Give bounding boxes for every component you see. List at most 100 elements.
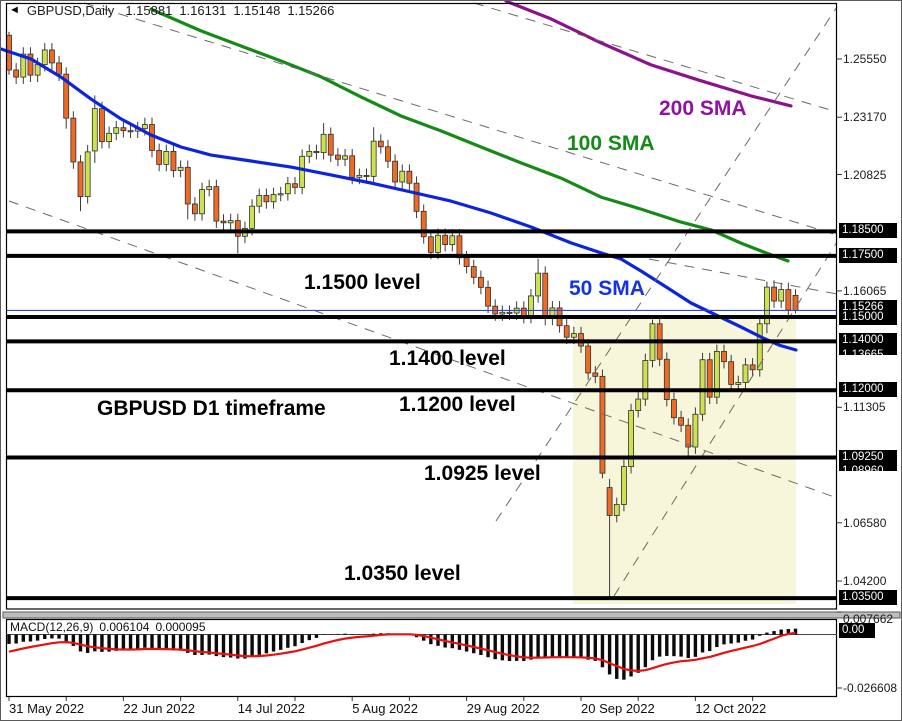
candle-body — [406, 170, 413, 184]
candle-body — [613, 504, 620, 516]
candle-body — [127, 130, 134, 133]
sma200-annotation: 200 SMA — [659, 97, 747, 120]
ohlc-high: 1.16131 — [179, 3, 227, 18]
candle-body — [249, 205, 256, 229]
sma50-annotation: 50 SMA — [569, 277, 645, 300]
candle-body — [470, 266, 477, 278]
candle-body — [263, 195, 270, 203]
price-level-box: 1.09250 — [839, 449, 897, 465]
main-price-chart-area[interactable] — [6, 3, 837, 609]
chart-title-bar: ◄ GBPUSD,Daily 1.15881 1.16131 1.15148 1… — [9, 3, 334, 18]
candle-body — [91, 108, 98, 152]
candle-body — [84, 151, 91, 198]
candle-body — [535, 272, 541, 297]
candle-body — [435, 234, 441, 253]
price-axis-label: 1.04200 — [843, 574, 887, 588]
candle-body — [184, 166, 191, 205]
candle-body — [227, 220, 234, 224]
level-1-0925-annotation: 1.0925 level — [424, 462, 541, 485]
time-axis-label: 29 Aug 2022 — [466, 701, 540, 716]
sma100-annotation: 100 SMA — [567, 132, 655, 155]
candle-body — [449, 235, 456, 245]
candle-body — [606, 487, 613, 516]
candle-body — [320, 133, 327, 154]
candle-body — [713, 351, 720, 398]
candle-body — [327, 133, 334, 156]
price-axis-label: 1.11305 — [843, 400, 886, 415]
candle-body — [234, 220, 241, 237]
macd-max-label: 0.007662 — [843, 612, 894, 626]
candle-body — [742, 364, 749, 383]
candle-body — [20, 53, 27, 78]
macd-label-row: MACD(12,26,9) 0.006104 0.000095 — [10, 620, 206, 634]
candle-body — [678, 417, 684, 426]
main-chart-frame — [5, 2, 838, 610]
candle-body — [77, 161, 84, 198]
level-1-1500-annotation: 1.1500 level — [304, 271, 421, 294]
trendline-dashed — [8, 200, 838, 499]
candle-body — [628, 410, 634, 467]
candle-body — [284, 183, 291, 195]
panel-separator-bar — [2, 611, 901, 619]
candles-layer — [6, 31, 799, 599]
trendline-dashed — [495, 6, 838, 522]
panel-splitter[interactable] — [6, 611, 837, 619]
candle-body — [685, 424, 692, 448]
candle-body — [635, 398, 642, 411]
candle-body — [70, 117, 77, 163]
candle-body — [392, 160, 399, 183]
candle-body — [663, 358, 670, 400]
price-axis-label: 1.25550 — [843, 52, 887, 66]
candle-body — [199, 189, 205, 215]
candle-body — [756, 323, 763, 371]
candle-body — [27, 53, 34, 76]
candle-body — [599, 375, 606, 474]
candle-body — [363, 174, 370, 177]
candle-body — [141, 124, 148, 130]
candle-body — [377, 140, 384, 148]
candle-body — [420, 210, 427, 238]
candle-body — [349, 155, 356, 178]
candle-body — [13, 69, 20, 78]
candle-body — [106, 132, 112, 143]
candle-body — [120, 127, 127, 132]
price-level-box-partial: 1.08960 — [839, 464, 897, 471]
ohlc-open: 1.15881 — [125, 3, 173, 18]
time-axis-label: 20 Sep 2022 — [581, 701, 655, 716]
candle-body — [170, 151, 177, 171]
candle-body — [735, 382, 742, 385]
candle-body — [313, 151, 320, 154]
candle-body — [299, 155, 306, 188]
candle-body — [485, 286, 491, 307]
candle-body — [206, 186, 213, 190]
level-1-1200-annotation: 1.1200 level — [399, 393, 516, 416]
chart-marker-icon: ◄ — [9, 4, 20, 16]
price-level-box: 1.15000 — [839, 309, 897, 325]
candle-body — [499, 311, 506, 315]
candle-body — [642, 360, 649, 400]
candle-body — [442, 234, 449, 245]
candle-body — [256, 195, 263, 207]
candle-body — [385, 146, 391, 162]
price-level-box-partial: 1.13665 — [839, 348, 897, 355]
price-level-box: 1.14000 — [839, 333, 897, 349]
candle-body — [706, 359, 713, 398]
candle-body — [563, 325, 570, 338]
candle-body — [592, 372, 599, 377]
watermark-annotation: GBPUSD D1 timeframe — [97, 397, 326, 420]
price-level-box: 1.03500 — [839, 590, 897, 606]
trendline-dashed — [613, 241, 838, 597]
candle-body — [778, 289, 785, 302]
macd-histogram — [7, 628, 798, 680]
price-level-box: 1.17500 — [839, 247, 897, 263]
candle-body — [49, 49, 55, 64]
candle-body — [749, 364, 756, 371]
candle-body — [99, 108, 105, 143]
candle-body — [413, 182, 420, 212]
candle-body — [585, 345, 592, 374]
candle-body — [356, 174, 363, 178]
candle-body — [191, 203, 198, 215]
candle-body — [570, 333, 577, 338]
price-axis-label: 1.16065 — [843, 283, 887, 298]
